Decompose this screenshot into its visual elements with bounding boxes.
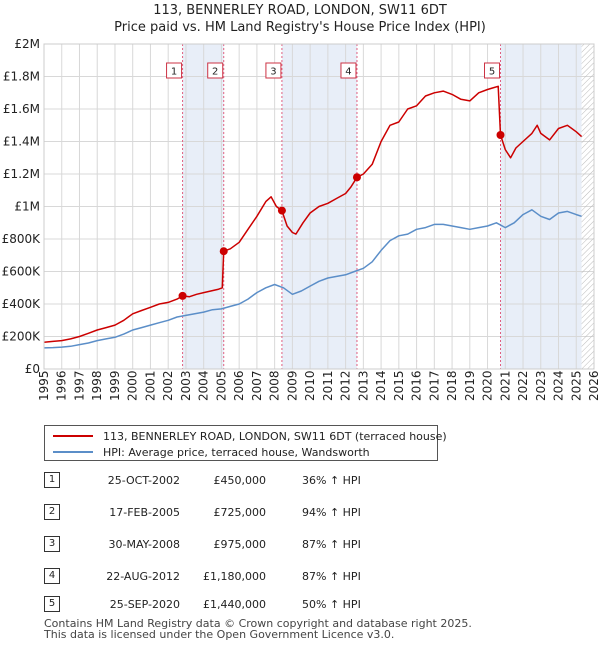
x-tick-label: 2022	[516, 370, 530, 401]
footer-attribution: Contains HM Land Registry data © Crown c…	[44, 618, 472, 640]
y-tick-label: £1.4M	[3, 135, 40, 149]
x-tick-label: 1999	[108, 370, 122, 401]
y-tick-label: £600K	[2, 265, 42, 279]
x-tick-label: 2023	[534, 370, 548, 401]
legend-label-hpi: HPI: Average price, terraced house, Wand…	[103, 445, 370, 459]
x-tick-label: 2018	[445, 370, 459, 401]
sale-price: £725,000	[213, 506, 267, 519]
x-tick-label: 1996	[55, 370, 69, 401]
x-tick-label: 2002	[161, 370, 175, 401]
x-tick-label: 2021	[498, 370, 512, 401]
x-tick-label: 2024	[552, 370, 566, 401]
x-tick-label: 2007	[250, 370, 264, 401]
y-tick-label: £200K	[2, 330, 42, 344]
x-tick-label: 2013	[356, 370, 370, 401]
legend-item-hpi: HPI: Average price, terraced house, Wand…	[53, 444, 370, 460]
sale-row: 2 17-FEB-2005 £725,000 94% ↑ HPI	[44, 504, 564, 522]
y-tick-label: £400K	[2, 297, 42, 311]
sale-point	[496, 131, 505, 139]
x-tick-label: 2015	[392, 370, 406, 401]
x-tick-label: 2014	[374, 370, 388, 401]
sale-row: 5 25-SEP-2020 £1,440,000 50% ↑ HPI	[44, 596, 564, 614]
sale-marker-box	[265, 62, 282, 79]
x-tick-label: 1998	[90, 370, 104, 401]
x-tick-label: 2008	[268, 370, 282, 401]
sale-marker-box	[484, 62, 500, 79]
sale-number-badge: 3	[44, 536, 60, 552]
sale-date: 22-AUG-2012	[106, 570, 180, 583]
sale-marker-box	[340, 62, 357, 79]
sale-marker-label: 3	[270, 67, 276, 78]
x-tick-label: 2005	[214, 370, 228, 401]
sale-marker-label: 2	[212, 67, 218, 78]
chart-title: 113, BENNERLEY ROAD, LONDON, SW11 6DT	[153, 3, 447, 18]
hatched-area	[581, 44, 594, 369]
x-tick-label: 2004	[197, 370, 211, 401]
x-tick-label: 2001	[143, 370, 157, 401]
x-tick-label: 2000	[126, 370, 140, 401]
sale-hpi-change: 94% ↑ HPI	[302, 506, 361, 519]
sale-date: 25-OCT-2002	[107, 474, 180, 487]
sale-point	[352, 173, 361, 182]
sale-marker-label: 1	[171, 67, 177, 78]
sale-number-badge: 4	[44, 568, 60, 584]
x-tick-label: 2006	[232, 370, 246, 401]
sale-row: 4 22-AUG-2012 £1,180,000 87% ↑ HPI	[44, 568, 564, 586]
x-tick-label: 2010	[303, 370, 317, 401]
x-tick-label: 1995	[37, 370, 51, 401]
x-tick-label: 1997	[72, 370, 86, 401]
footer-line-licence: This data is licensed under the Open Gov…	[44, 628, 395, 641]
hpi-series-line	[44, 209, 582, 349]
y-tick-label: £1.6M	[3, 102, 40, 116]
legend-label-property: 113, BENNERLEY ROAD, LONDON, SW11 6DT (t…	[103, 429, 447, 443]
sale-point	[277, 206, 286, 215]
sale-hpi-change: 50% ↑ HPI	[302, 598, 361, 611]
sale-hpi-change: 87% ↑ HPI	[302, 570, 361, 583]
sale-hpi-change: 87% ↑ HPI	[302, 538, 361, 551]
y-tick-label: £1M	[14, 200, 40, 214]
sale-marker-label: 4	[345, 67, 351, 78]
sale-marker-box	[207, 62, 224, 79]
sale-date: 17-FEB-2005	[109, 506, 180, 519]
y-tick-label: £0	[25, 362, 40, 376]
sale-hpi-change: 36% ↑ HPI	[302, 474, 361, 487]
x-tick-label: 2019	[463, 370, 477, 401]
sale-point	[178, 291, 187, 300]
footer-line-copyright: Contains HM Land Registry data © Crown c…	[44, 617, 472, 630]
y-tick-label: £1.2M	[3, 167, 40, 181]
sale-number-badge: 1	[44, 472, 60, 488]
x-tick-label: 2017	[427, 370, 441, 401]
sale-point	[219, 247, 228, 256]
sale-date: 30-MAY-2008	[108, 538, 180, 551]
sale-marker-label: 5	[489, 67, 495, 78]
x-tick-label: 2003	[179, 370, 193, 401]
y-tick-label: £2M	[14, 37, 40, 51]
x-tick-label: 2016	[410, 370, 424, 401]
sale-price: £1,440,000	[203, 598, 266, 611]
sale-marker-box	[166, 62, 183, 79]
x-tick-label: 2009	[285, 370, 299, 401]
sale-price: £975,000	[213, 538, 267, 551]
y-tick-label: £1.8M	[3, 70, 40, 84]
sale-price: £450,000	[213, 474, 267, 487]
sale-date: 25-SEP-2020	[109, 598, 180, 611]
x-tick-label: 2020	[481, 370, 495, 401]
legend-item-property: 113, BENNERLEY ROAD, LONDON, SW11 6DT (t…	[53, 428, 447, 444]
sale-number-badge: 2	[44, 504, 60, 520]
sale-number-badge: 5	[44, 596, 60, 612]
x-tick-label: 2025	[569, 370, 583, 401]
y-tick-label: £800K	[2, 232, 42, 246]
legend-swatch-blue	[53, 451, 93, 453]
legend: 113, BENNERLEY ROAD, LONDON, SW11 6DT (t…	[44, 425, 447, 461]
sale-row: 3 30-MAY-2008 £975,000 87% ↑ HPI	[44, 536, 564, 554]
x-tick-label: 2026	[587, 370, 600, 401]
sale-price: £1,180,000	[203, 570, 266, 583]
price-chart: 1 2 3 4 5 £0 £200K £400K £600K £800K £1M £1.2M £1.4…	[2, 37, 600, 401]
chart-subtitle: Price paid vs. HM Land Registry's House …	[114, 20, 486, 35]
legend-swatch-red	[53, 435, 93, 437]
x-tick-label: 2011	[321, 370, 335, 401]
sale-row: 1 25-OCT-2002 £450,000 36% ↑ HPI	[44, 472, 564, 490]
x-tick-label: 2012	[339, 370, 353, 401]
